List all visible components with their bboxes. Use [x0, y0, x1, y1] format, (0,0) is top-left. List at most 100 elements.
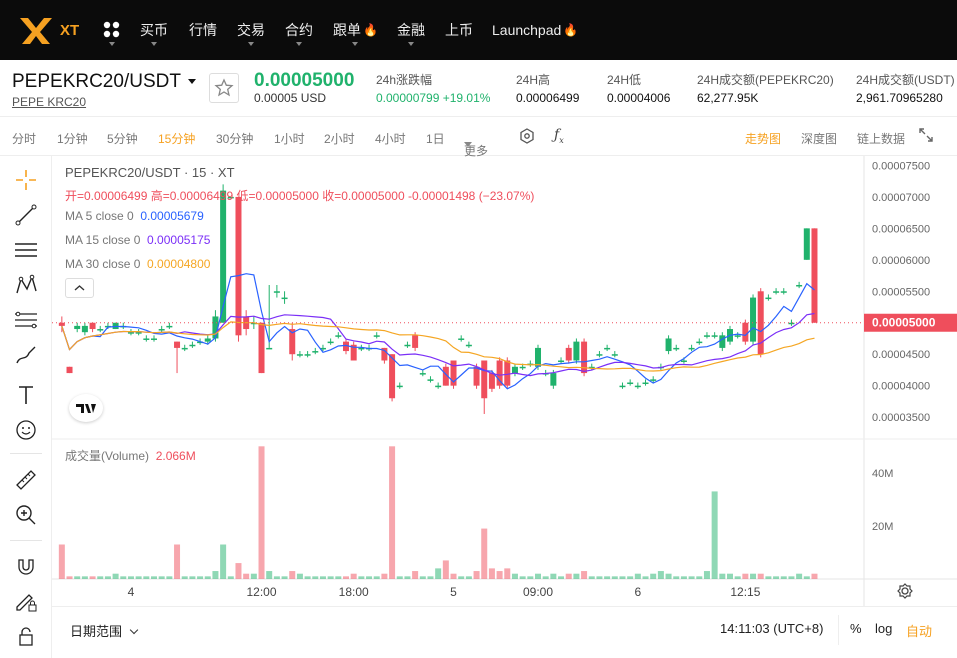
candle-body: [135, 332, 142, 334]
candle-body: [143, 338, 150, 340]
lock-icon[interactable]: [12, 622, 40, 650]
date-range-button[interactable]: 日期范围: [70, 621, 138, 640]
auto-toggle[interactable]: 自动: [906, 624, 933, 639]
indicator-settings-icon[interactable]: [518, 127, 536, 148]
volume-bar: [627, 576, 634, 579]
xt-logo[interactable]: XT: [18, 14, 88, 46]
view-depth[interactable]: 深度图: [801, 132, 838, 146]
low-value: 0.00004006: [607, 91, 671, 105]
candle-body: [481, 360, 488, 399]
volume-bar: [174, 544, 181, 579]
volume-bar: [742, 573, 749, 579]
volume-bar: [719, 573, 726, 579]
percent-toggle[interactable]: %: [850, 621, 862, 636]
time-tick-label: 6: [634, 585, 641, 599]
interval-4h[interactable]: 4小时: [375, 132, 406, 146]
log-toggle[interactable]: log: [875, 621, 893, 636]
candle-body: [788, 322, 795, 325]
interval-time[interactable]: 分时: [12, 132, 37, 146]
low-label: 24H低: [607, 73, 642, 87]
volume-bar: [488, 568, 495, 579]
magnet-icon[interactable]: [12, 552, 40, 580]
candle-body: [266, 347, 273, 350]
volume-bar: [680, 576, 687, 579]
fib-icon[interactable]: [12, 306, 40, 334]
volume-bar: [197, 576, 204, 579]
emoji-icon[interactable]: [12, 416, 40, 444]
candle-body: [281, 297, 288, 300]
price-chart[interactable]: 0.00007500 0.00007000 0.00006500 0.00006000…: [52, 156, 957, 606]
interval-15m[interactable]: 15分钟: [158, 132, 196, 146]
volume-bar: [273, 576, 280, 579]
candle-body: [458, 338, 465, 340]
nav-launchpad[interactable]: Launchpad 🔥: [492, 22, 579, 38]
volume-bar: [750, 573, 757, 579]
candle-body: [81, 325, 88, 333]
pair-subtitle[interactable]: PEPE KRC20: [12, 95, 87, 109]
text-icon[interactable]: [12, 381, 40, 409]
volume-bar: [166, 576, 173, 579]
candle-body: [450, 360, 457, 386]
volume-bar: [250, 573, 257, 579]
candle-body: [296, 354, 303, 356]
nav-trade[interactable]: 交易: [237, 0, 265, 60]
interval-2h[interactable]: 2小时: [324, 132, 355, 146]
candle-body: [511, 366, 518, 374]
volume-bar: [89, 576, 96, 579]
favorite-star-icon[interactable]: [209, 73, 239, 103]
lock-edit-icon[interactable]: [12, 587, 40, 615]
pattern-icon[interactable]: [12, 271, 40, 299]
interval-1h[interactable]: 1小时: [274, 132, 305, 146]
candle-body: [166, 325, 173, 328]
nav-markets[interactable]: 行情: [189, 22, 217, 38]
tradingview-logo-icon[interactable]: [69, 394, 103, 422]
nav-finance[interactable]: 金融: [397, 0, 425, 60]
change-value: 0.00000799 +19.01%: [376, 91, 491, 105]
candle-body: [227, 196, 234, 199]
nav-buy-crypto[interactable]: 买币: [140, 0, 168, 60]
volume-bar: [473, 571, 480, 579]
candle-body: [673, 347, 680, 350]
zoom-in-icon[interactable]: [12, 501, 40, 529]
interval-1d[interactable]: 1日: [426, 132, 445, 146]
ma5-line: [61, 273, 815, 390]
interval-30m[interactable]: 30分钟: [216, 132, 254, 146]
pair-name[interactable]: PEPEKRC20/USDT: [12, 71, 181, 92]
top-navigation: XT 买币 行情 交易 合约 跟单 🔥 金融 上币 Launchpad 🔥: [0, 0, 957, 60]
collapse-legend-button[interactable]: [65, 278, 94, 298]
candle-body: [319, 347, 326, 350]
volume-bar: [696, 576, 703, 579]
pair-selector[interactable]: PEPEKRC20/USDT: [12, 71, 196, 93]
volume-bar: [419, 576, 426, 579]
brush-icon[interactable]: [12, 341, 40, 369]
volume-bar: [143, 576, 150, 579]
interval-1m[interactable]: 1分钟: [57, 132, 88, 146]
nav-listing[interactable]: 上币: [445, 22, 473, 38]
nav-futures[interactable]: 合约: [285, 0, 313, 60]
pair-dropdown-icon[interactable]: [187, 79, 196, 85]
volume-bar: [97, 576, 104, 579]
view-onchain[interactable]: 链上数据: [857, 132, 906, 146]
horizontal-lines-icon[interactable]: [12, 236, 40, 264]
volume-bar: [212, 571, 219, 579]
crosshair-icon[interactable]: [12, 166, 40, 194]
price-tick-label: 0.00004000: [872, 381, 930, 393]
interval-5m[interactable]: 5分钟: [107, 132, 138, 146]
function-icon[interactable]: ƒx: [554, 127, 564, 145]
apps-grid-icon[interactable]: [103, 0, 121, 60]
nav-copy-trade[interactable]: 跟单 🔥: [333, 0, 378, 60]
trend-line-icon[interactable]: [12, 201, 40, 229]
clock-timezone[interactable]: 14:11:03 (UTC+8): [720, 621, 824, 636]
candle-body: [273, 291, 280, 293]
view-trend[interactable]: 走势图: [745, 132, 782, 146]
time-tick-label: 4: [128, 585, 135, 599]
candle-body: [550, 373, 557, 386]
fullscreen-icon[interactable]: [918, 127, 934, 146]
ruler-icon[interactable]: [12, 466, 40, 494]
candle-body: [442, 366, 449, 386]
candle-body: [465, 344, 472, 347]
chart-canvas[interactable]: 0.00007500 0.00007000 0.00006500 0.00006000…: [52, 156, 957, 606]
candle-body: [419, 373, 426, 375]
last-price-tag: 0.00005000: [872, 316, 936, 330]
volume-value: 62,277.95K: [697, 91, 759, 105]
